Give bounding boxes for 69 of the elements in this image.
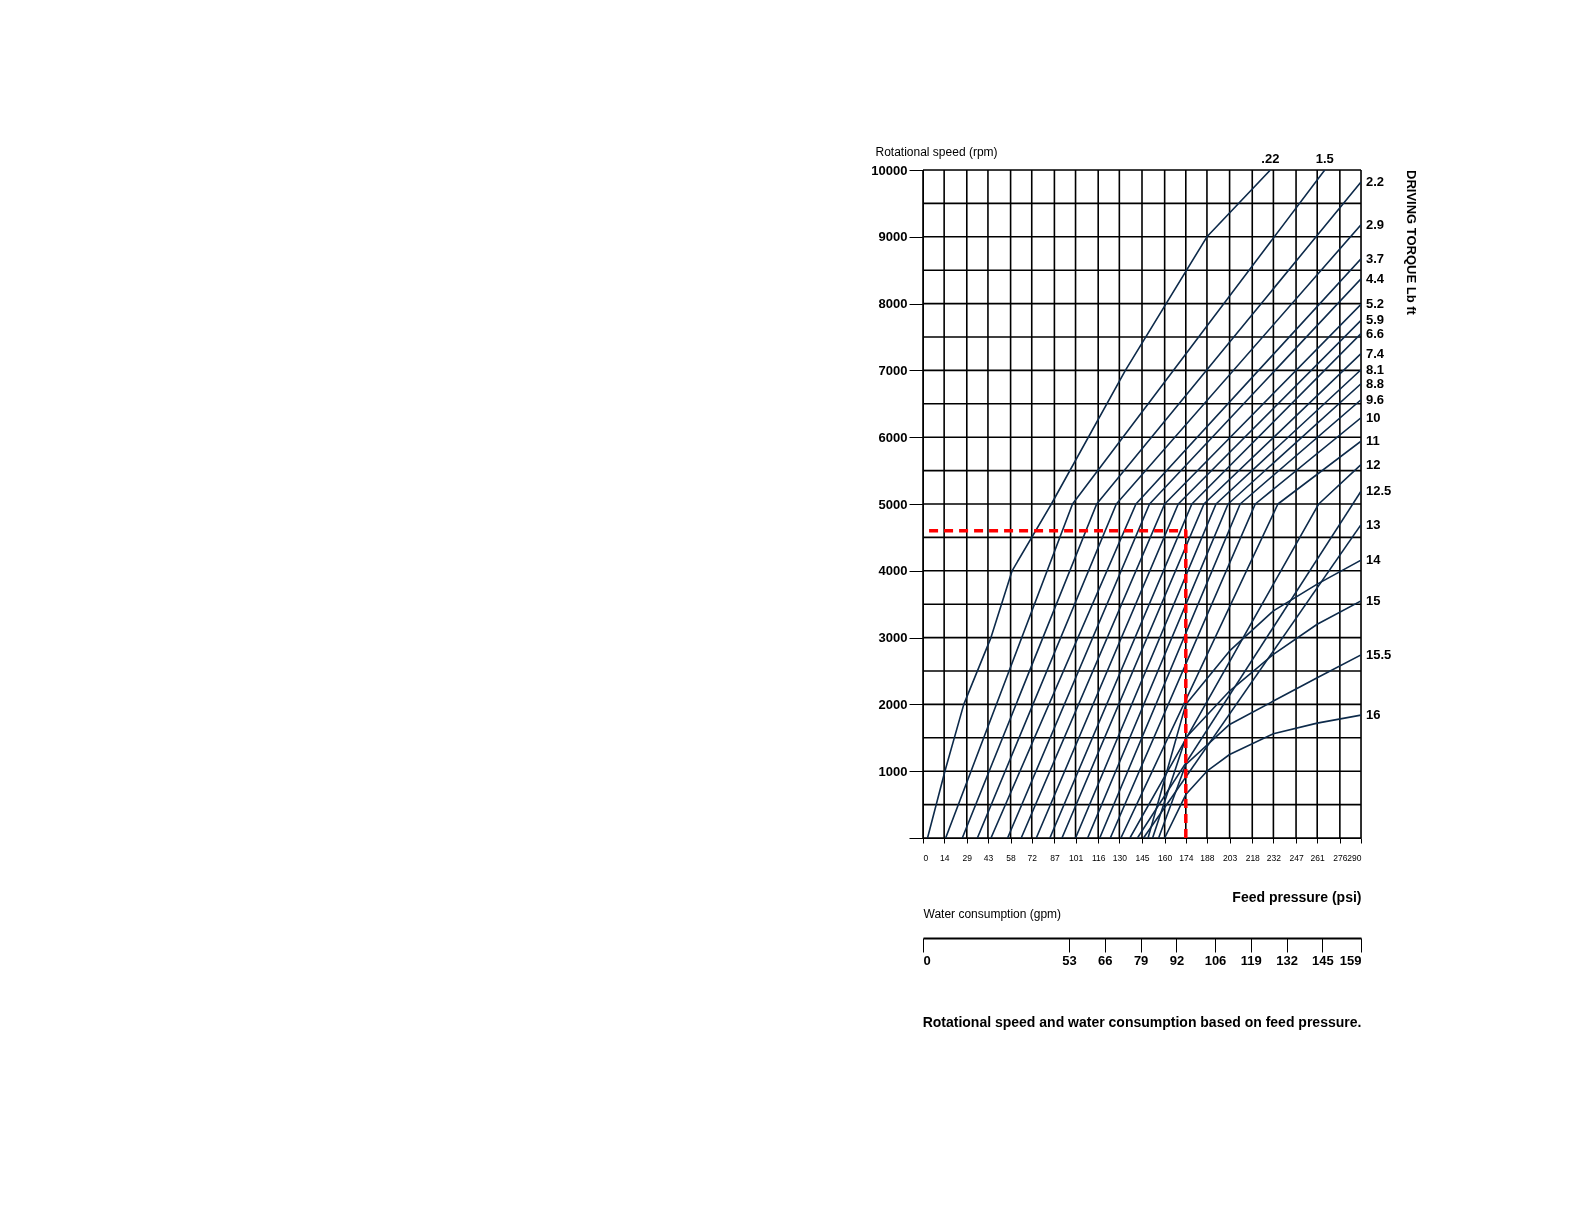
y-tick-label: 4000 xyxy=(878,563,908,579)
series-label: 6.6 xyxy=(1366,325,1385,341)
x2-tick-label: 159 xyxy=(1339,952,1362,968)
y-tick-label: 5000 xyxy=(878,496,908,512)
series-label: 1.5 xyxy=(1315,151,1334,166)
text: Rotational speed and water consumption based on feed pressure. xyxy=(922,1014,1362,1030)
y-tick-label: 2000 xyxy=(878,696,908,712)
x2-tick-label: 132 xyxy=(1276,952,1298,968)
x2-tick-label: 119 xyxy=(1240,952,1262,968)
y-axis-title: Rotational speed (rpm) xyxy=(875,144,998,159)
x-tick-label: 145 xyxy=(1135,852,1150,863)
x-tick-label: 29 xyxy=(962,852,973,863)
x2-tick-label: 79 xyxy=(1133,952,1149,968)
x-tick-label: 0 xyxy=(923,852,929,863)
y-tick-label: 1000 xyxy=(878,763,908,779)
series-label: 5.9 xyxy=(1366,312,1385,328)
x2-tick-label: 53 xyxy=(1062,952,1077,968)
series-label: 12.5 xyxy=(1366,483,1392,499)
x2-tick-label: 0 xyxy=(923,952,931,968)
x-tick-label: 276 xyxy=(1333,852,1348,863)
y-tick-label: 3000 xyxy=(878,630,908,646)
series-label: 8.1 xyxy=(1366,361,1385,377)
x-axis-title: Feed pressure (psi) xyxy=(1232,888,1362,905)
series-label: 15.5 xyxy=(1366,646,1392,662)
x-tick-label: 290 xyxy=(1347,852,1362,863)
series-label: 8.8 xyxy=(1366,375,1385,391)
series-label: 15 xyxy=(1366,592,1381,608)
line-series xyxy=(1163,714,1361,838)
y2-axis-title: DRIVING TORQUE Lb ft xyxy=(1404,170,1419,316)
x-tick-label: 130 xyxy=(1112,852,1128,863)
x2-axis-title: Water consumption (gpm) xyxy=(923,906,1062,921)
x-tick-label: 58 xyxy=(1006,852,1017,863)
series-label: 10 xyxy=(1366,409,1381,425)
x-tick-label: 232 xyxy=(1266,852,1282,863)
series-label: .22 xyxy=(1261,151,1280,166)
x-tick-label: 203 xyxy=(1223,852,1238,863)
series-label: 11 xyxy=(1366,433,1380,449)
x-tick-label: 72 xyxy=(1027,852,1038,863)
series-label: 4.4 xyxy=(1366,270,1385,286)
y-tick-label: 6000 xyxy=(878,429,908,445)
x-tick-label: 14 xyxy=(939,852,950,863)
x-tick-label: 174 xyxy=(1179,852,1194,863)
y-tick-label: 10000 xyxy=(871,162,908,178)
series-label: 2.9 xyxy=(1366,216,1385,232)
x-tick-label: 101 xyxy=(1068,852,1084,863)
x-tick-label: 160 xyxy=(1158,852,1173,863)
x-tick-label: 87 xyxy=(1050,852,1060,863)
series-label: 16 xyxy=(1366,707,1381,723)
x2-tick-label: 92 xyxy=(1169,952,1185,968)
x-tick-label: 247 xyxy=(1289,852,1304,863)
x-tick-label: 261 xyxy=(1310,852,1326,863)
x2-tick-label: 66 xyxy=(1098,952,1113,968)
series-label: 2.2 xyxy=(1366,174,1385,190)
series-label: 13 xyxy=(1366,516,1381,532)
series-label: 5.2 xyxy=(1366,296,1385,312)
series-label: 3.7 xyxy=(1366,250,1385,266)
y-tick-label: 9000 xyxy=(878,229,908,245)
series-label: 12 xyxy=(1366,456,1381,472)
x-tick-label: 218 xyxy=(1245,852,1261,863)
y-tick-label: 7000 xyxy=(878,362,908,378)
x2-tick-label: 145 xyxy=(1312,952,1334,968)
series-label: 9.6 xyxy=(1366,391,1385,407)
y-tick-label: 8000 xyxy=(878,296,908,312)
x-tick-label: 43 xyxy=(983,852,994,863)
x-tick-label: 116 xyxy=(1091,852,1106,863)
series-label: 14 xyxy=(1366,552,1382,568)
series-label: 7.4 xyxy=(1366,345,1385,361)
x2-tick-label: 106 xyxy=(1204,952,1227,968)
x-tick-label: 188 xyxy=(1200,852,1215,863)
